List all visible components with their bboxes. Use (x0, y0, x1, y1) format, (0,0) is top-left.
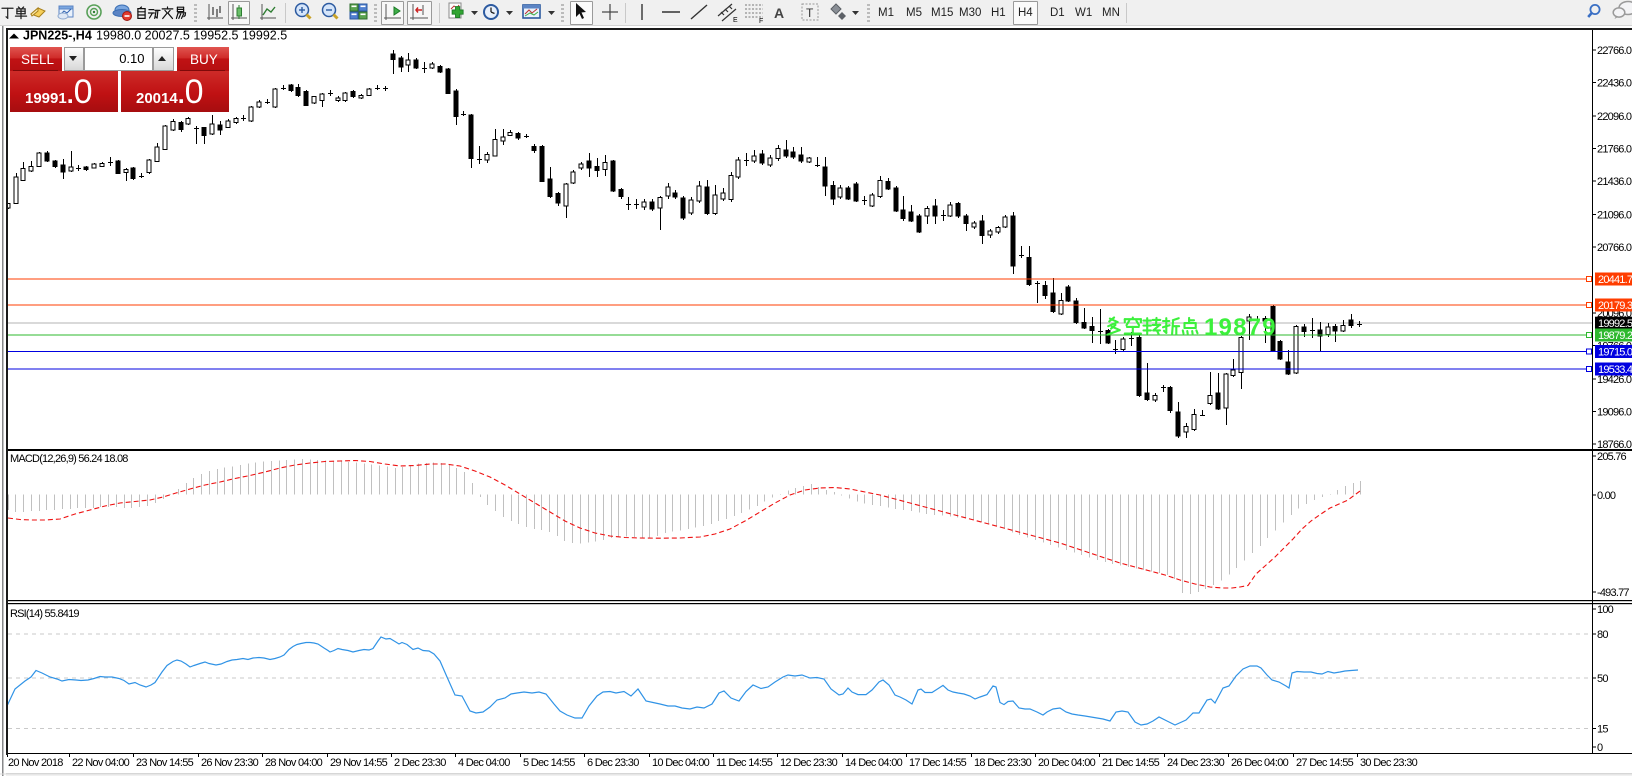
svg-text:21766.0: 21766.0 (1597, 143, 1632, 155)
svg-text:24 Dec 23:30: 24 Dec 23:30 (1167, 757, 1225, 769)
svg-text:2 Dec 23:30: 2 Dec 23:30 (394, 757, 446, 769)
svg-text:20 Dec 04:00: 20 Dec 04:00 (1038, 757, 1096, 769)
svg-text:22096.0: 22096.0 (1597, 111, 1632, 123)
svg-text:-493.77: -493.77 (1597, 587, 1629, 599)
svg-text:19992.5: 19992.5 (1598, 318, 1632, 330)
svg-text:21 Dec 14:55: 21 Dec 14:55 (1102, 757, 1160, 769)
svg-text:5 Dec 14:55: 5 Dec 14:55 (523, 757, 575, 769)
svg-text:15: 15 (1597, 723, 1608, 735)
svg-text:4 Dec 04:00: 4 Dec 04:00 (458, 757, 510, 769)
svg-text:20766.0: 20766.0 (1597, 242, 1632, 254)
svg-text:E: E (733, 17, 738, 24)
svg-text:22436.0: 22436.0 (1597, 77, 1632, 89)
svg-text:MACD(12,26,9) 56.24 18.08: MACD(12,26,9) 56.24 18.08 (10, 453, 128, 465)
svg-text:80: 80 (1597, 629, 1608, 641)
svg-text:18 Dec 23:30: 18 Dec 23:30 (974, 757, 1032, 769)
svg-text:19096.0: 19096.0 (1597, 407, 1632, 419)
svg-text:26 Dec 04:00: 26 Dec 04:00 (1231, 757, 1289, 769)
svg-text:29 Nov 14:55: 29 Nov 14:55 (330, 757, 388, 769)
svg-text:19715.0: 19715.0 (1598, 347, 1632, 359)
svg-text:19879: 19879 (1204, 314, 1277, 341)
svg-text:22766.0: 22766.0 (1597, 45, 1632, 57)
svg-text:20179.3: 20179.3 (1598, 300, 1632, 312)
svg-text:11 Dec 14:55: 11 Dec 14:55 (716, 757, 773, 769)
svg-text:T: T (806, 6, 814, 20)
svg-text:20441.7: 20441.7 (1598, 274, 1632, 286)
svg-text:21436.0: 21436.0 (1597, 176, 1632, 188)
svg-text:205.76: 205.76 (1597, 451, 1627, 463)
svg-text:30 Dec 23:30: 30 Dec 23:30 (1360, 757, 1418, 769)
svg-text:26 Nov 23:30: 26 Nov 23:30 (201, 757, 259, 769)
svg-text:22 Nov 04:00: 22 Nov 04:00 (72, 757, 130, 769)
svg-text:28 Nov 04:00: 28 Nov 04:00 (265, 757, 323, 769)
svg-text:19533.4: 19533.4 (1598, 364, 1632, 376)
svg-text:F: F (759, 18, 763, 25)
svg-text:6 Dec 23:30: 6 Dec 23:30 (587, 757, 639, 769)
svg-text:27 Dec 14:55: 27 Dec 14:55 (1296, 757, 1354, 769)
svg-text:10 Dec 04:00: 10 Dec 04:00 (652, 757, 710, 769)
svg-text:23 Nov 14:55: 23 Nov 14:55 (136, 757, 194, 769)
svg-text:19879.2: 19879.2 (1598, 330, 1632, 342)
svg-text:100: 100 (1597, 604, 1614, 616)
svg-text:50: 50 (1597, 673, 1608, 685)
svg-text:20 Nov 2018: 20 Nov 2018 (8, 757, 63, 769)
svg-text:17 Dec 14:55: 17 Dec 14:55 (909, 757, 967, 769)
svg-text:18766.0: 18766.0 (1597, 439, 1632, 451)
svg-text:0.00: 0.00 (1597, 490, 1616, 502)
svg-text:JPN225-,H4: JPN225-,H4 (23, 29, 92, 43)
svg-text:12 Dec 23:30: 12 Dec 23:30 (780, 757, 838, 769)
svg-text:RSI(14) 55.8419: RSI(14) 55.8419 (10, 608, 79, 620)
svg-text:21096.0: 21096.0 (1597, 209, 1632, 221)
svg-text:14 Dec 04:00: 14 Dec 04:00 (845, 757, 903, 769)
svg-text:0: 0 (1597, 742, 1603, 754)
svg-text:19980.0 20027.5 19952.5 19992.: 19980.0 20027.5 19952.5 19992.5 (96, 29, 287, 43)
